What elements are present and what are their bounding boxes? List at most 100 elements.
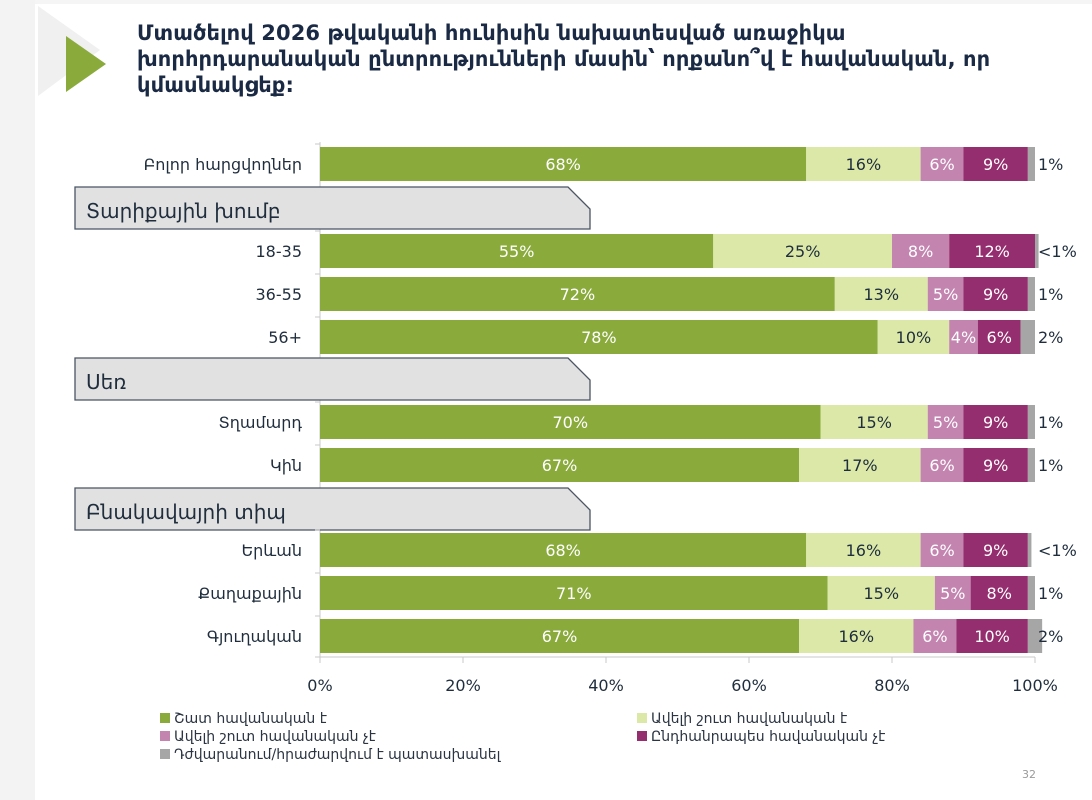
data-label-rather-likely: 15% [863, 584, 899, 603]
data-label-rather-likely: 15% [856, 413, 892, 432]
legend-label: Ավելի շուտ հավանական է [651, 711, 848, 727]
section-header-label: Սեռ [86, 370, 126, 394]
page-number: 32 [1022, 768, 1036, 781]
x-tick-label: 0% [307, 676, 332, 695]
bar-segment-very-likely [320, 619, 800, 653]
bar-segment-dk-refuse [1027, 533, 1032, 567]
legend-item-rather-likely: Ավելի շուտ հավանական է [637, 711, 847, 728]
data-label-not-likely: 9% [983, 456, 1008, 475]
x-tick-label: 20% [445, 676, 481, 695]
logo-arrow-green-icon [66, 36, 106, 92]
bar-segment-dk-refuse [1027, 448, 1035, 482]
bar-segment-very-likely [320, 147, 807, 181]
bar-segment-rather-likely [877, 320, 950, 354]
left-band [0, 0, 35, 800]
data-label-dk-refuse: <1% [1038, 242, 1077, 261]
bar-segment-rather-unlikely [913, 619, 957, 653]
bar-segment-very-likely [320, 576, 828, 610]
x-tick-label: 80% [874, 676, 910, 695]
bar-segment-not-likely [963, 147, 1028, 181]
data-label-rather-likely: 16% [838, 627, 874, 646]
data-label-rather-unlikely: 5% [933, 413, 958, 432]
legend-item-not-likely: Ընդհանրապես հավանական չէ [637, 729, 885, 746]
bar-segment-very-likely [320, 405, 821, 439]
data-label-not-likely: 10% [974, 627, 1010, 646]
data-label-rather-unlikely: 8% [908, 242, 933, 261]
legend-item-rather-unlikely: Ավելի շուտ հավանական չէ [160, 729, 376, 746]
stacked-bar-chart: 0% 20% 40% 60% 80% 100% Բոլոր հարցվողներ 68% 16%… [74, 142, 1077, 695]
bar-segment-dk-refuse [1035, 234, 1039, 268]
bar-segment-rather-unlikely [949, 320, 978, 354]
data-label-dk-refuse: 1% [1038, 584, 1063, 603]
bar-segment-dk-refuse [1027, 576, 1035, 610]
legend-label: Ավելի շուտ հավանական չէ [174, 729, 376, 745]
data-label-dk-refuse: 1% [1038, 285, 1063, 304]
bar-segment-rather-unlikely [927, 405, 964, 439]
data-label-rather-likely: 13% [863, 285, 899, 304]
logo-arrow-icon [38, 6, 106, 96]
data-label-not-likely: 9% [983, 285, 1008, 304]
bar-segment-not-likely [963, 277, 1028, 311]
bar-segment-very-likely [320, 533, 807, 567]
category-label: 56+ [268, 328, 302, 347]
bar-segment-rather-unlikely [892, 234, 950, 268]
bar-segment-dk-refuse [1027, 147, 1035, 181]
bar-segment-rather-likely [820, 405, 928, 439]
x-tick-label: 40% [588, 676, 624, 695]
data-label-very-likely: 67% [542, 456, 578, 475]
data-label-rather-likely: 17% [842, 456, 878, 475]
bar-segment-dk-refuse [1027, 277, 1035, 311]
bar-segment-rather-likely [806, 147, 921, 181]
x-tick-label: 60% [731, 676, 767, 695]
category-label: Բոլոր հարցվողներ [144, 155, 302, 174]
data-label-dk-refuse: <1% [1038, 541, 1077, 560]
bar-segment-not-likely [977, 320, 1021, 354]
category-label: Գյուղական [207, 627, 302, 646]
data-label-not-likely: 9% [983, 413, 1008, 432]
data-label-dk-refuse: 1% [1038, 155, 1063, 174]
section-header-label: Բնակավայրի տիպ [86, 500, 286, 524]
data-label-rather-likely: 16% [846, 155, 882, 174]
bar-segment-rather-unlikely [920, 147, 964, 181]
bar-segment-not-likely [949, 234, 1035, 268]
legend-label: Ընդհանրապես հավանական չէ [651, 729, 886, 745]
data-label-dk-refuse: 2% [1038, 627, 1063, 646]
data-label-very-likely: 71% [556, 584, 592, 603]
bar-segment-not-likely [970, 576, 1028, 610]
legend-item-very-likely: Շատ հավանական է [160, 711, 327, 728]
legend-label: Շատ հավանական է [174, 711, 327, 727]
bar-segment-rather-likely [799, 448, 921, 482]
data-label-not-likely: 9% [983, 155, 1008, 174]
data-label-rather-unlikely: 6% [929, 155, 954, 174]
legend-swatch-not-likely [637, 731, 647, 741]
bar-segment-very-likely [320, 448, 800, 482]
section-header-box [74, 186, 591, 230]
data-label-rather-likely: 10% [896, 328, 932, 347]
data-label-very-likely: 72% [560, 285, 596, 304]
section-header-box [74, 357, 591, 401]
data-label-not-likely: 12% [974, 242, 1010, 261]
data-label-very-likely: 68% [545, 155, 581, 174]
data-label-very-likely: 67% [542, 627, 578, 646]
data-label-not-likely: 8% [987, 584, 1012, 603]
bar-segment-not-likely [963, 533, 1028, 567]
data-label-dk-refuse: 1% [1038, 413, 1063, 432]
data-label-very-likely: 68% [545, 541, 581, 560]
data-label-very-likely: 55% [499, 242, 535, 261]
category-label: 36-55 [256, 285, 303, 304]
category-label: Կին [270, 456, 302, 475]
category-label: Քաղաքային [198, 584, 302, 603]
bar-segment-very-likely [320, 277, 835, 311]
legend-label: Դժվարանում/հրաժարվում է պատասխանել [174, 747, 501, 763]
section-header-label: Տարիքային խումբ [86, 199, 281, 223]
bar-segment-rather-likely [827, 576, 935, 610]
bar-segment-rather-unlikely [934, 576, 971, 610]
data-label-not-likely: 9% [983, 541, 1008, 560]
data-label-rather-likely: 16% [846, 541, 882, 560]
data-label-rather-unlikely: 4% [951, 328, 976, 347]
data-label-rather-unlikely: 6% [929, 541, 954, 560]
data-label-dk-refuse: 1% [1038, 456, 1063, 475]
bar-segment-rather-likely [799, 619, 914, 653]
category-label: Երևան [241, 541, 302, 560]
bar-segment-rather-likely [713, 234, 892, 268]
